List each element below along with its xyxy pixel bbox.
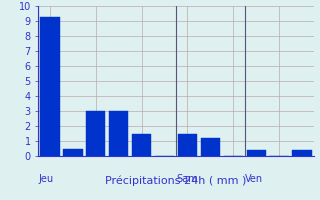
- X-axis label: Précipitations 24h ( mm ): Précipitations 24h ( mm ): [105, 175, 247, 186]
- Bar: [63, 148, 83, 156]
- Text: Sam: Sam: [176, 174, 198, 184]
- Bar: [40, 17, 60, 156]
- Bar: [132, 134, 151, 156]
- Bar: [86, 111, 106, 156]
- Bar: [109, 111, 128, 156]
- Text: Ven: Ven: [245, 174, 263, 184]
- Bar: [292, 150, 312, 156]
- Text: Jeu: Jeu: [38, 174, 53, 184]
- Bar: [201, 138, 220, 156]
- Bar: [178, 134, 197, 156]
- Bar: [246, 150, 266, 156]
